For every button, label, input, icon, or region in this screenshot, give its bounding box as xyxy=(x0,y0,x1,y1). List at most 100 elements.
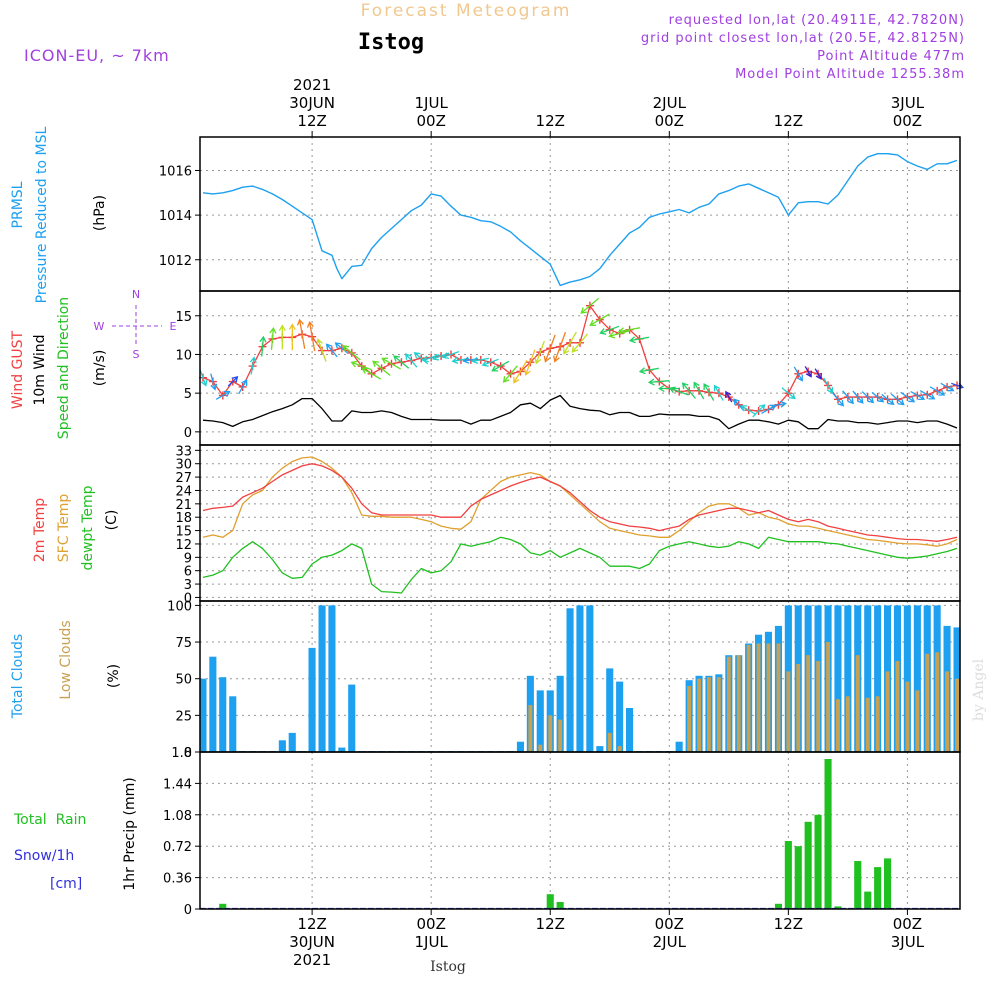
total-cloud-bar xyxy=(874,605,882,752)
wind-arrow xyxy=(259,335,267,357)
wind-arrow xyxy=(350,360,372,371)
y-tick-label-3: 9 xyxy=(184,551,192,566)
total-cloud-bar xyxy=(308,647,316,752)
panel-precip: 0 0.36 0.72 1.08 1.44 1.8 xyxy=(163,746,960,918)
y-tick-label-1: 1014 xyxy=(159,209,192,224)
bottom-time-label-0-2: 2021 xyxy=(293,951,331,969)
wind-arrow xyxy=(316,338,327,362)
wind-arrow xyxy=(781,387,796,400)
total-cloud-bar xyxy=(913,605,921,752)
y-tick-label-0: 1012 xyxy=(159,254,192,269)
low-cloud-bar xyxy=(528,705,533,752)
low-cloud-bar xyxy=(786,671,791,752)
wind-arrow xyxy=(342,344,361,361)
y-tick-label-10: 30 xyxy=(175,458,192,473)
top-time-label-3-0: 2JUL xyxy=(653,94,687,112)
low-cloud-bar xyxy=(935,652,940,752)
y-tick-label-1: 25 xyxy=(175,709,192,724)
pressure-ylabel-2: Pressure Reduced to MSL xyxy=(34,126,50,303)
wind-arrow xyxy=(361,367,382,380)
total-cloud-bar xyxy=(328,605,336,752)
total-cloud-bar xyxy=(209,656,217,752)
footer-station: Istog xyxy=(430,959,466,975)
y-tick-label-4: 100 xyxy=(167,599,192,614)
rain-bar xyxy=(864,891,872,909)
wind-arrow xyxy=(269,326,277,350)
compass-s: S xyxy=(133,348,140,361)
top-time-label-5-0: 3JUL xyxy=(891,94,925,112)
temp2m-line xyxy=(202,463,958,542)
wind-arrow xyxy=(940,382,955,392)
wind-arrow xyxy=(725,390,733,403)
y-tick-label-2: 0.72 xyxy=(163,840,192,855)
wind-arrow xyxy=(491,360,510,372)
snow-unit-legend: [cm] xyxy=(50,876,82,892)
low-cloud-bar xyxy=(855,655,860,752)
wind-series xyxy=(198,301,962,430)
wind-arrow xyxy=(502,365,518,383)
total-cloud-bar xyxy=(616,681,624,752)
rain-bar xyxy=(546,894,554,909)
low-cloud-bar xyxy=(776,643,781,752)
panel-frame-1 xyxy=(199,290,961,446)
chart-title: Forecast Meteogram xyxy=(361,1,572,21)
wind-arrow xyxy=(278,324,286,350)
wind-arrow xyxy=(413,351,429,365)
total-cloud-bar xyxy=(516,741,524,752)
wind-arrow xyxy=(563,331,577,355)
wind-arrow xyxy=(740,405,757,415)
bottom-time-label-5-1: 3JUL xyxy=(891,933,925,951)
wind-arrow xyxy=(929,386,946,396)
rain-bar xyxy=(556,902,564,909)
wind-arrow xyxy=(524,349,536,376)
y-tick-label-2: 50 xyxy=(175,673,192,688)
total-cloud-bar xyxy=(834,605,842,752)
rain-bar xyxy=(874,867,882,909)
sfc-temp-line xyxy=(202,456,958,547)
wind-arrow xyxy=(227,376,239,387)
station-name: Istog xyxy=(358,30,424,55)
precip-bars xyxy=(200,759,960,910)
y-tick-label-5: 1.8 xyxy=(171,746,192,761)
top-time-label-3-1: 00Z xyxy=(655,112,684,130)
wind-arrow xyxy=(199,369,208,387)
total-cloud-bar xyxy=(606,668,614,752)
low-cloud-bar xyxy=(865,697,870,752)
wind-arrow xyxy=(571,333,589,353)
low-cloud-bar xyxy=(955,678,959,752)
panel-frames xyxy=(199,136,961,910)
low-cloud-bar xyxy=(925,653,930,752)
panel-frame-0 xyxy=(199,136,961,292)
gust-line xyxy=(202,305,958,412)
y-tick-label-2: 1016 xyxy=(159,164,192,179)
low-cloud-bar xyxy=(875,696,880,752)
total-cloud-bar xyxy=(626,708,634,752)
total-cloud-bar xyxy=(338,747,346,752)
x-ticks xyxy=(311,131,908,915)
wind-arrow xyxy=(752,404,766,418)
total-cloud-bar xyxy=(556,675,564,752)
wind-arrow xyxy=(334,342,349,354)
total-cloud-bar xyxy=(348,684,356,752)
wind-arrow xyxy=(861,391,875,404)
wind-arrow xyxy=(249,356,257,375)
wind-arrow xyxy=(441,350,460,360)
wind-ylabel-2: 10m Wind xyxy=(32,334,48,405)
low-cloud-bar xyxy=(836,699,840,752)
wind-arrow xyxy=(804,366,812,378)
compass-n: N xyxy=(132,288,140,301)
wind-ylabel-1: Wind GUST xyxy=(10,330,26,409)
wind-ylabel-4: (m/s) xyxy=(92,350,108,387)
wind-arrow xyxy=(553,331,567,363)
dewpt-line xyxy=(202,536,958,594)
low-cloud-bar xyxy=(756,643,761,752)
low-cloud-bar xyxy=(617,746,622,752)
total-cloud-bar xyxy=(278,740,286,752)
temp-ylabel-4: (C) xyxy=(104,510,120,531)
wind-arrow xyxy=(713,384,724,401)
wind-arrow xyxy=(306,320,316,352)
y-tick-label-2: 10 xyxy=(175,348,192,363)
rain-bar xyxy=(854,861,862,909)
